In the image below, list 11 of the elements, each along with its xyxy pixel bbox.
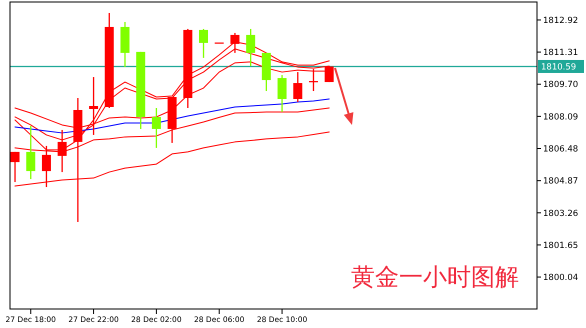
y-tick-label: 1809.70 [543,80,578,90]
y-tick-label: 1801.65 [543,240,578,251]
y-tick-label: 1812.92 [543,16,578,26]
y-tick-label: 1800.04 [543,273,578,284]
ref-line-label: 1810.59 [541,62,576,72]
annotation: 黄金一小时图解 [351,263,519,291]
y-tick-label: 1811.31 [543,48,578,58]
y-tick-label: 1808.09 [543,112,578,122]
y-tick-label: 1806.48 [543,144,578,155]
y-tick-label: 1804.87 [543,176,578,187]
y-tick-label: 1803.26 [543,208,578,219]
